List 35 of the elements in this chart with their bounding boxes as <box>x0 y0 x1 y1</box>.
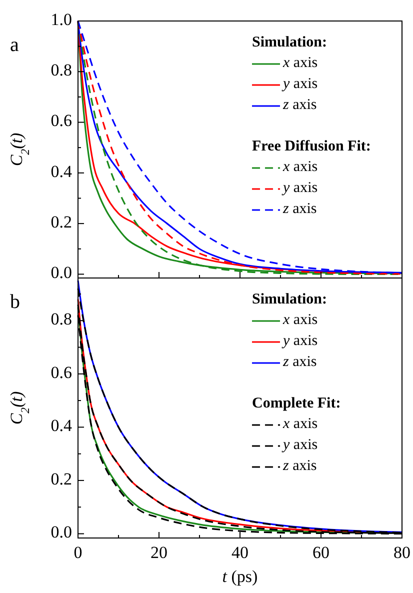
legend-title: Simulation: <box>252 34 328 50</box>
annotation: Complete Fit: <box>252 395 341 412</box>
text: b <box>10 291 20 313</box>
legend-label: y axis <box>281 76 318 92</box>
legend-label: x axis <box>282 55 318 72</box>
text: a <box>10 34 19 56</box>
y-tick-label: 0.6 <box>50 111 72 130</box>
y-tick-label: 1.0 <box>50 10 72 29</box>
annotation: Free Diffusion Fit: <box>252 138 371 154</box>
y-tick-label: 0.8 <box>50 310 72 329</box>
x-tick-label: 40 <box>232 543 248 562</box>
legend-label: x axis <box>282 416 318 432</box>
y-tick-label: 0.6 <box>50 362 72 382</box>
legend-label: x axis <box>282 159 318 176</box>
y-tick-label: 0.0 <box>50 263 72 282</box>
legend-label: z axis <box>282 201 317 218</box>
legend-label: y axis <box>281 180 318 196</box>
x-tick-label: 80 <box>394 543 410 562</box>
x-tick-label: 60 <box>312 543 330 562</box>
legend-label: y axis <box>281 333 318 350</box>
legend-label: y axis <box>281 437 318 454</box>
legend-label: z axis <box>282 354 317 370</box>
y-tick-label: 0.8 <box>50 60 72 80</box>
y-tick-label: 0.4 <box>50 416 72 436</box>
x-tick-label: 0 <box>74 543 82 562</box>
y-tick-label: 0.2 <box>50 212 72 232</box>
x-axis-title: t (ps) <box>222 567 258 586</box>
legend-label: z axis <box>282 97 317 114</box>
y-tick-label: 0.4 <box>50 162 72 181</box>
legend-label: x axis <box>282 312 318 328</box>
legend-title: Simulation: <box>252 291 328 308</box>
y-tick-label: 0.0 <box>50 522 72 542</box>
x-tick-label: 20 <box>150 543 168 562</box>
legend-label: z axis <box>282 458 317 474</box>
y-tick-label: 0.2 <box>50 469 72 488</box>
